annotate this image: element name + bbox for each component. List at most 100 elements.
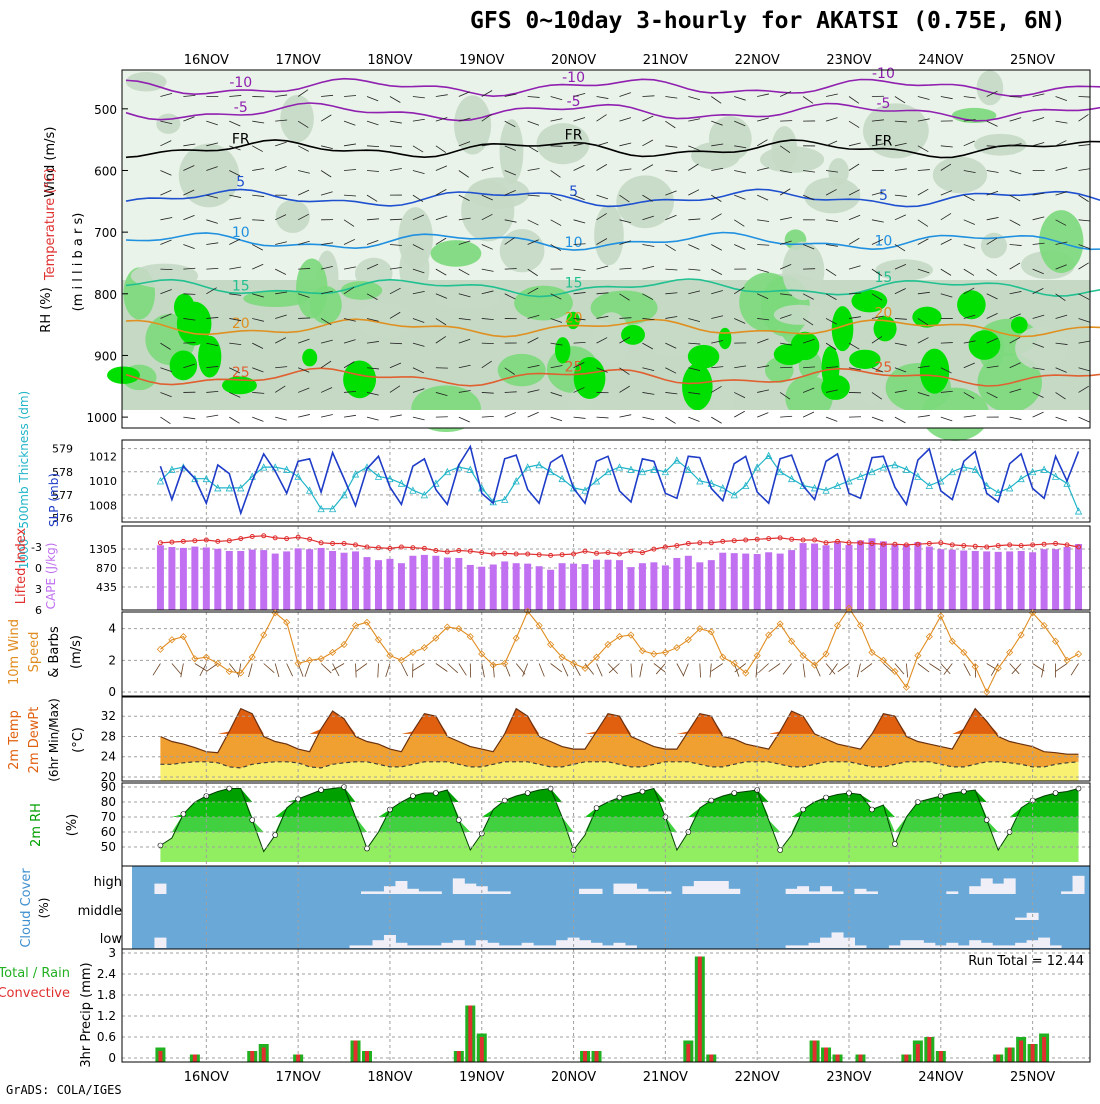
precip-convective-bar — [813, 1041, 817, 1063]
wind-barb — [941, 343, 953, 344]
cloud-bar — [728, 889, 740, 894]
cape-bar — [903, 544, 910, 610]
precip-tick-label: 1.2 — [97, 1009, 116, 1023]
wind10-barb — [287, 664, 293, 677]
day-label-top: 23NOV — [826, 53, 871, 68]
isotherm-label: 20 — [565, 310, 583, 326]
wind10-barb — [551, 664, 562, 672]
upper-rh-label: RH (%) — [39, 287, 54, 332]
wind10-barb — [539, 664, 544, 677]
wind10-barb — [677, 664, 684, 676]
thickness-panel-frame — [122, 440, 1090, 522]
temp-tick-label: 28 — [101, 729, 116, 743]
day-label-top: 16NOV — [184, 53, 229, 68]
isotherm-label: -10 — [872, 66, 895, 82]
temp-tick-label: 24 — [101, 750, 116, 764]
cape-bar — [891, 544, 898, 610]
day-label-bottom: 22NOV — [735, 1070, 780, 1085]
day-label-top: 17NOV — [276, 53, 321, 68]
wind10-tick-label: 2 — [108, 653, 116, 667]
cloud-bar — [900, 940, 912, 948]
precip-convective-bar — [193, 1055, 197, 1063]
chart-title: GFS 0~10day 3-hourly for AKATSI (0.75E, … — [470, 8, 1065, 34]
cloud-bar — [613, 943, 625, 948]
cloud-bar — [591, 943, 603, 948]
cloud-bar — [969, 886, 981, 894]
rh-saturated-blob — [343, 360, 376, 398]
rh-blob — [296, 258, 328, 318]
isotherm-label: FR — [875, 134, 893, 150]
cape-bar — [524, 564, 531, 610]
rh2m-point — [525, 791, 530, 796]
wind10-barb — [756, 664, 757, 678]
cape-bar — [249, 550, 256, 610]
wind10-barb — [861, 664, 872, 672]
rh2m-point — [640, 789, 645, 794]
cloud-bar — [992, 884, 1004, 894]
rh-saturated-blob — [302, 349, 317, 367]
rh-saturated-blob — [821, 375, 850, 400]
precip-convective-bar — [457, 1051, 461, 1062]
cape-bar — [616, 560, 623, 610]
upper-panel-labels: Wind (m/s) Temperature (°C) RH (%) (m i … — [39, 127, 86, 333]
cloud-bar — [372, 940, 384, 948]
run-total-label: Run Total = 12.44 — [968, 954, 1084, 969]
wind10-barb — [838, 664, 849, 672]
wind-barb — [551, 146, 563, 147]
precip-convective-bar — [1042, 1037, 1046, 1062]
wind-barb — [780, 121, 792, 122]
cloud-bar — [797, 945, 809, 948]
rh2m-point — [181, 812, 186, 817]
cape-bar — [995, 552, 1002, 610]
precip-convective-bar — [250, 1051, 254, 1062]
wind10-barb — [683, 664, 688, 677]
cloud-bar — [579, 940, 591, 948]
rh2m-point — [1053, 791, 1058, 796]
precip-convective-bar — [595, 1051, 599, 1062]
cloud-bar — [407, 945, 419, 948]
precip-convective-bar — [698, 957, 702, 1063]
wind10-barb — [964, 664, 971, 676]
isotherm-label: 5 — [879, 188, 888, 204]
precip-convective-bar — [686, 1044, 690, 1062]
precip-tick-label: 1.8 — [97, 988, 116, 1002]
rh-saturated-blob — [969, 330, 1001, 360]
precip-tick-label: 0 — [108, 1051, 116, 1065]
wind10-barb — [436, 664, 447, 672]
cloud-bar — [866, 891, 878, 894]
wind-barb — [183, 343, 195, 344]
isotherm-label: -5 — [876, 96, 890, 112]
cape-bar — [214, 549, 221, 610]
wind-barb — [390, 343, 402, 344]
rh-blob — [977, 70, 1004, 105]
cape-bar — [1075, 544, 1082, 610]
rh-blob — [399, 243, 429, 294]
wind10-barb — [609, 664, 619, 673]
cape-bar — [536, 566, 543, 610]
cape-bar — [467, 565, 474, 610]
cape-bar — [834, 542, 841, 610]
cape-bar — [593, 560, 600, 610]
cloud-bar — [717, 881, 729, 894]
precip-convective-bar — [996, 1055, 1000, 1063]
cloud-bar — [395, 943, 407, 948]
slp-tick-label: 1008 — [89, 500, 117, 513]
cape-bar — [765, 552, 772, 610]
cloud-bar — [636, 889, 648, 894]
isotherm-label: FR — [232, 131, 250, 147]
cloud-bar — [510, 945, 522, 948]
precip-convective-bar — [158, 1051, 162, 1062]
rh2m-point — [617, 795, 622, 800]
rh-blob — [1015, 326, 1068, 370]
cape-bar — [180, 548, 187, 610]
day-label-bottom: 18NOV — [367, 1070, 412, 1085]
cape-tick-label: 870 — [96, 562, 117, 575]
cape-bar — [478, 567, 485, 610]
day-label-bottom: 20NOV — [551, 1070, 596, 1085]
cloud-bar — [648, 891, 660, 894]
rh2m-point — [984, 818, 989, 823]
li-tick-label: 6 — [35, 604, 42, 617]
cloud-bar — [786, 889, 798, 894]
wind10-barb — [758, 664, 768, 673]
upper-temperature-label: Temperature (°C) — [43, 168, 58, 281]
